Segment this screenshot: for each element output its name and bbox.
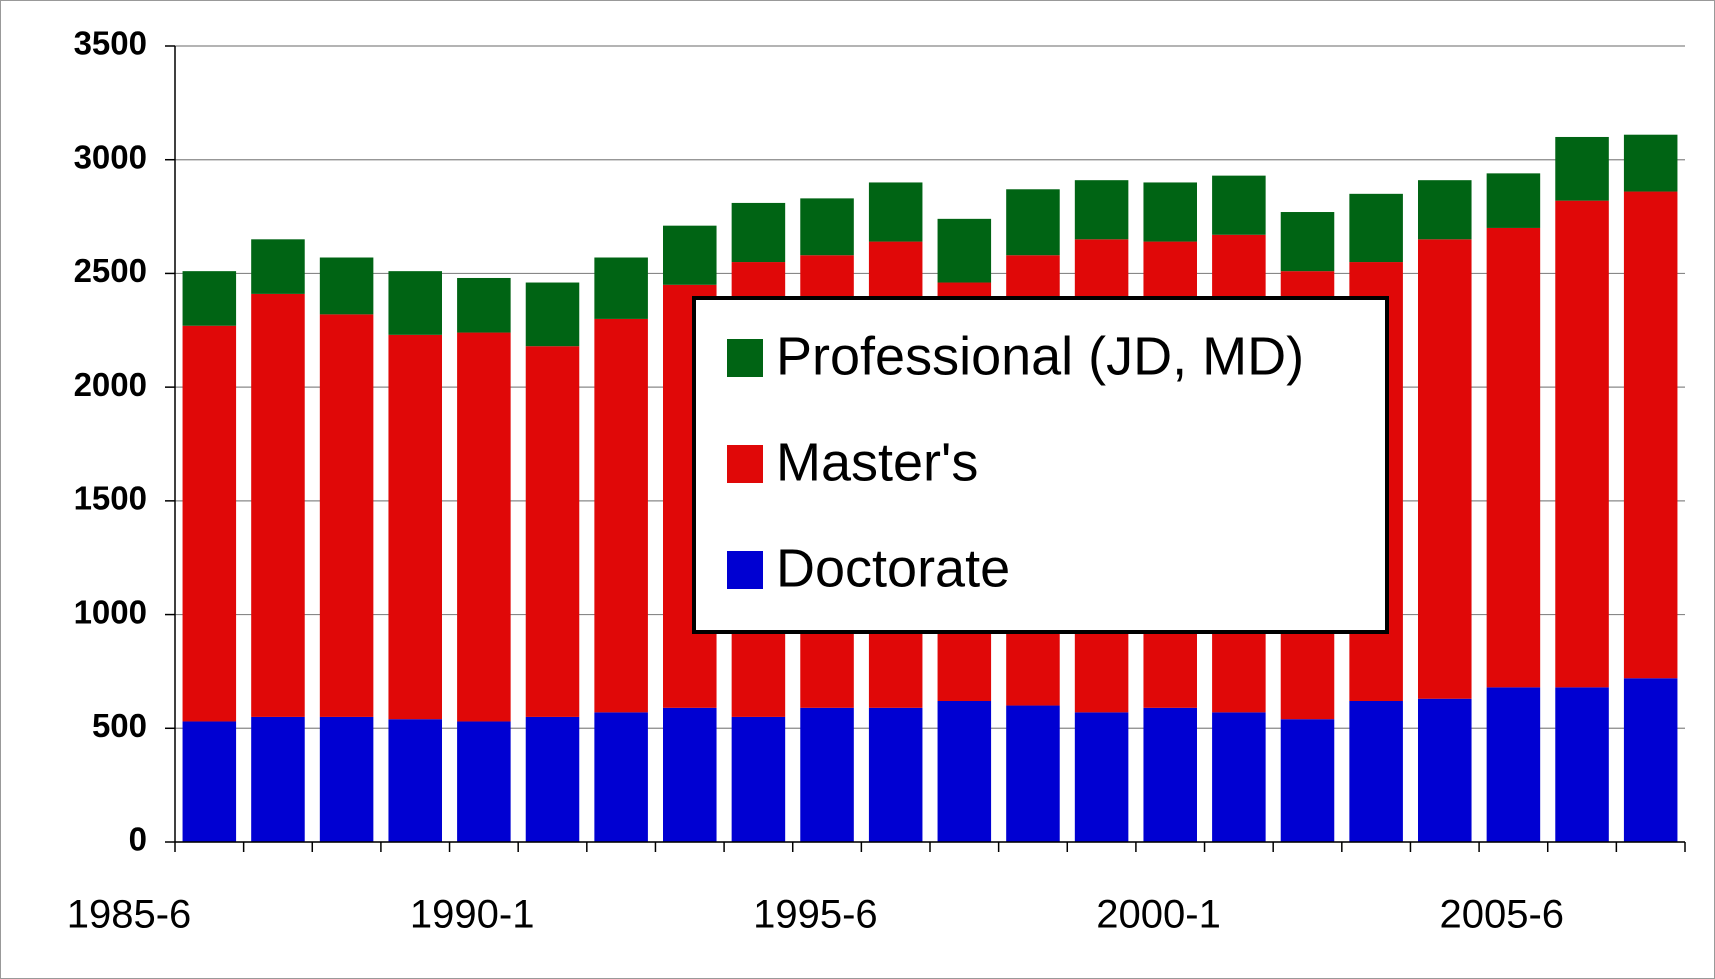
bar-segment [1006, 705, 1060, 842]
bar-segment [388, 719, 442, 842]
bar-segment [1623, 134, 1678, 192]
bar-segment [1280, 719, 1335, 842]
bar-segment [1074, 712, 1129, 842]
y-tick-label: 2000 [74, 366, 147, 403]
bar-segment [1623, 678, 1678, 842]
bar-segment [388, 334, 442, 720]
bar-segment [1486, 173, 1541, 228]
bar-segment [319, 314, 374, 717]
bar-segment [251, 239, 305, 294]
bar-segment [251, 293, 305, 717]
bar-segment [731, 202, 786, 263]
x-tick-label: 2000-1 [1096, 893, 1221, 937]
bar-segment [800, 198, 854, 256]
bar-segment [731, 716, 786, 842]
bar-segment [525, 346, 580, 717]
bar-segment [868, 182, 923, 242]
bar-segment [457, 277, 511, 333]
legend-swatch [727, 551, 763, 589]
x-tick-label: 1995-6 [753, 893, 878, 937]
bar-segment [182, 721, 237, 842]
bar-segment [182, 325, 237, 722]
bar-segment [594, 257, 648, 319]
bar-segment [525, 282, 580, 347]
y-tick-label: 1000 [74, 593, 147, 630]
bar-segment [1212, 712, 1266, 842]
bar-segment [937, 218, 992, 283]
y-tick-label: 0 [129, 821, 147, 858]
bar-segment [457, 721, 511, 842]
bar-segment [1143, 182, 1197, 242]
bar-segment [594, 318, 648, 713]
bar-segment [1212, 175, 1266, 235]
legend-box [692, 296, 1389, 634]
x-tick-label: 1990-1 [410, 893, 535, 937]
bar-segment [1486, 687, 1541, 842]
legend-label: Doctorate [776, 538, 1010, 598]
legend-swatch [727, 445, 763, 483]
bar-segment [1074, 180, 1129, 240]
bar-segment [182, 271, 237, 326]
bar-segment [868, 707, 923, 842]
bar-segment [800, 707, 854, 842]
bar-segment [1555, 200, 1609, 688]
bar-segment [1555, 687, 1609, 842]
bar-segment [1418, 239, 1472, 699]
x-tick-label: 1985-6 [67, 893, 192, 937]
bar-segment [319, 257, 374, 315]
y-tick-label: 500 [92, 707, 147, 744]
legend-label: Professional (JD, MD) [776, 326, 1304, 386]
bar-segment [663, 225, 717, 285]
bar-segment [1280, 212, 1335, 272]
bar-segment [388, 271, 442, 335]
y-tick-label: 1500 [74, 480, 147, 517]
y-tick-label: 3000 [74, 138, 147, 175]
bar-segment [251, 716, 305, 842]
y-tick-label: 2500 [74, 252, 147, 289]
legend-label: Master's [776, 432, 978, 492]
bar-segment [663, 707, 717, 842]
x-tick-label: 2005-6 [1439, 893, 1564, 937]
legend-swatch [727, 339, 763, 377]
bar-segment [1555, 136, 1609, 201]
bar-segment [594, 712, 648, 842]
bar-segment [1349, 700, 1403, 842]
bar-segment [1418, 698, 1472, 842]
bar-segment [1349, 193, 1403, 263]
bar-segment [319, 716, 374, 842]
bar-segment [457, 332, 511, 722]
bar-segment [1418, 180, 1472, 240]
bar-segment [525, 716, 580, 842]
y-tick-label: 3500 [74, 25, 147, 62]
bar-segment [1143, 707, 1197, 842]
bar-segment [1486, 227, 1541, 688]
bar-segment [1623, 191, 1678, 679]
bar-segment [937, 700, 992, 842]
bar-segment [1006, 189, 1060, 256]
